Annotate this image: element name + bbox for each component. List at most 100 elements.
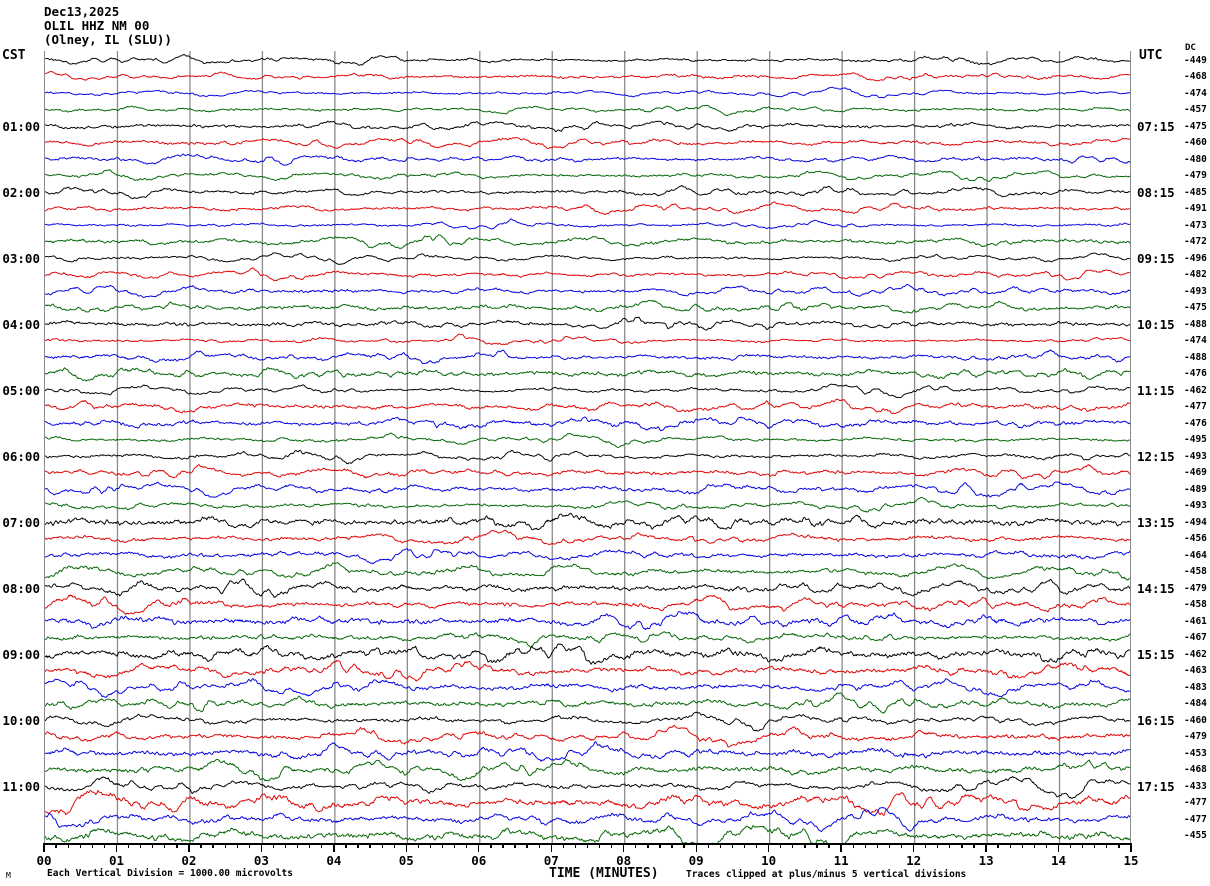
trace-row-30 (45, 529, 1130, 546)
seismogram-plot-area[interactable] (44, 51, 1131, 843)
x-tick-major-7 (550, 843, 552, 852)
left-time-label-0100: 01:00 (2, 119, 40, 135)
x-tick-major-11 (840, 843, 842, 852)
trace-row-21 (45, 383, 1130, 399)
trace-row-18 (45, 333, 1130, 346)
x-tick-minor (574, 843, 577, 848)
seismogram-traces (45, 51, 1130, 843)
dc-value-row-1: -449 (1184, 54, 1207, 66)
x-tick-minor (381, 843, 383, 848)
right-time-label-1115: 11:15 (1137, 383, 1175, 399)
left-time-label-0700: 07:00 (2, 515, 40, 531)
right-time-label-0915: 09:15 (1137, 251, 1175, 267)
x-tick-major-4 (333, 843, 335, 852)
x-tick-label-8: 08 (616, 853, 632, 868)
x-tick-minor (526, 843, 528, 848)
x-tick-minor (79, 843, 81, 848)
right-time-label-0815: 08:15 (1137, 185, 1175, 201)
dc-value-row-22: -477 (1184, 401, 1207, 413)
x-tick-minor (502, 843, 504, 848)
trace-row-26 (45, 464, 1130, 480)
x-tick-minor (562, 843, 564, 848)
left-time-label-0900: 09:00 (2, 647, 40, 663)
x-tick-minor (441, 843, 444, 848)
right-timezone-label: UTC (1139, 48, 1163, 63)
trace-row-2 (45, 70, 1130, 82)
trace-row-47 (45, 806, 1130, 833)
x-tick-minor (490, 843, 492, 848)
header-station-code: OLIL HHZ NM 00 (44, 18, 150, 33)
left-timezone-label: CST (2, 48, 26, 63)
x-tick-minor (1045, 843, 1048, 848)
x-tick-minor (755, 843, 758, 848)
x-tick-minor (1021, 843, 1023, 848)
dc-value-row-28: -493 (1184, 500, 1207, 512)
dc-value-row-7: -480 (1184, 153, 1207, 165)
x-tick-minor (224, 843, 226, 848)
trace-row-32 (45, 562, 1130, 581)
x-tick-major-14 (1057, 843, 1060, 852)
x-tick-minor (321, 843, 323, 848)
x-tick-minor (1033, 843, 1036, 848)
right-time-label-1215: 12:15 (1137, 449, 1175, 465)
trace-row-4 (45, 104, 1130, 117)
left-time-label-0600: 06:00 (2, 449, 40, 465)
trace-row-15 (45, 283, 1130, 299)
footer-scale-note: Each Vertical Division = 1000.00 microvo… (47, 868, 293, 879)
trace-row-22 (45, 398, 1130, 415)
x-tick-minor (1094, 843, 1096, 848)
dc-value-row-13: -496 (1184, 252, 1207, 264)
dc-value-row-23: -476 (1184, 417, 1207, 429)
dc-value-row-27: -489 (1184, 483, 1207, 495)
dc-value-row-47: -477 (1184, 813, 1207, 825)
x-tick-label-2: 02 (181, 853, 197, 868)
right-time-label-1615: 16:15 (1137, 713, 1175, 729)
x-tick-label-9: 09 (688, 853, 704, 868)
dc-value-row-46: -477 (1184, 797, 1207, 809)
dc-value-row-31: -464 (1184, 549, 1207, 561)
dc-value-row-18: -474 (1184, 335, 1207, 347)
x-tick-minor (659, 843, 661, 848)
x-tick-label-3: 03 (253, 853, 269, 868)
dc-value-row-45: -433 (1184, 780, 1207, 792)
x-tick-minor (152, 843, 154, 848)
x-tick-minor (961, 843, 963, 848)
right-time-label-0715: 07:15 (1137, 119, 1175, 135)
left-time-label-0800: 08:00 (2, 581, 40, 597)
x-tick-minor (792, 843, 794, 848)
x-tick-minor (743, 843, 746, 848)
trace-row-28 (45, 496, 1130, 513)
trace-row-17 (45, 316, 1130, 331)
x-tick-minor (925, 843, 927, 848)
dc-value-row-41: -460 (1184, 714, 1207, 726)
dc-value-row-12: -472 (1184, 236, 1207, 248)
dc-value-row-44: -468 (1184, 764, 1207, 776)
x-tick-minor (888, 843, 891, 848)
footer-tick-mark: M (6, 871, 11, 880)
dc-value-row-10: -491 (1184, 203, 1207, 215)
dc-value-row-26: -469 (1184, 467, 1207, 479)
trace-row-24 (45, 432, 1130, 448)
x-tick-minor (635, 843, 637, 848)
x-tick-minor (804, 843, 806, 848)
trace-row-7 (45, 153, 1130, 166)
dc-column-header: DC (1185, 43, 1196, 53)
x-tick-label-15: 15 (1123, 853, 1139, 868)
x-tick-minor (876, 843, 879, 848)
trace-row-46 (45, 789, 1130, 816)
x-tick-minor (466, 843, 468, 848)
x-tick-minor (345, 843, 347, 848)
trace-row-20 (45, 367, 1130, 382)
trace-row-16 (45, 299, 1130, 314)
right-time-label-1315: 13:15 (1137, 515, 1175, 531)
trace-row-19 (45, 349, 1130, 365)
dc-value-row-16: -475 (1184, 302, 1207, 314)
trace-row-3 (45, 86, 1130, 99)
dc-value-row-43: -453 (1184, 747, 1207, 759)
header-date: Dec13,2025 (44, 4, 120, 19)
trace-row-39 (45, 678, 1130, 698)
trace-row-9 (45, 184, 1130, 200)
dc-value-row-32: -458 (1184, 566, 1207, 578)
trace-row-41 (45, 711, 1130, 732)
left-time-label-0500: 05:00 (2, 383, 40, 399)
